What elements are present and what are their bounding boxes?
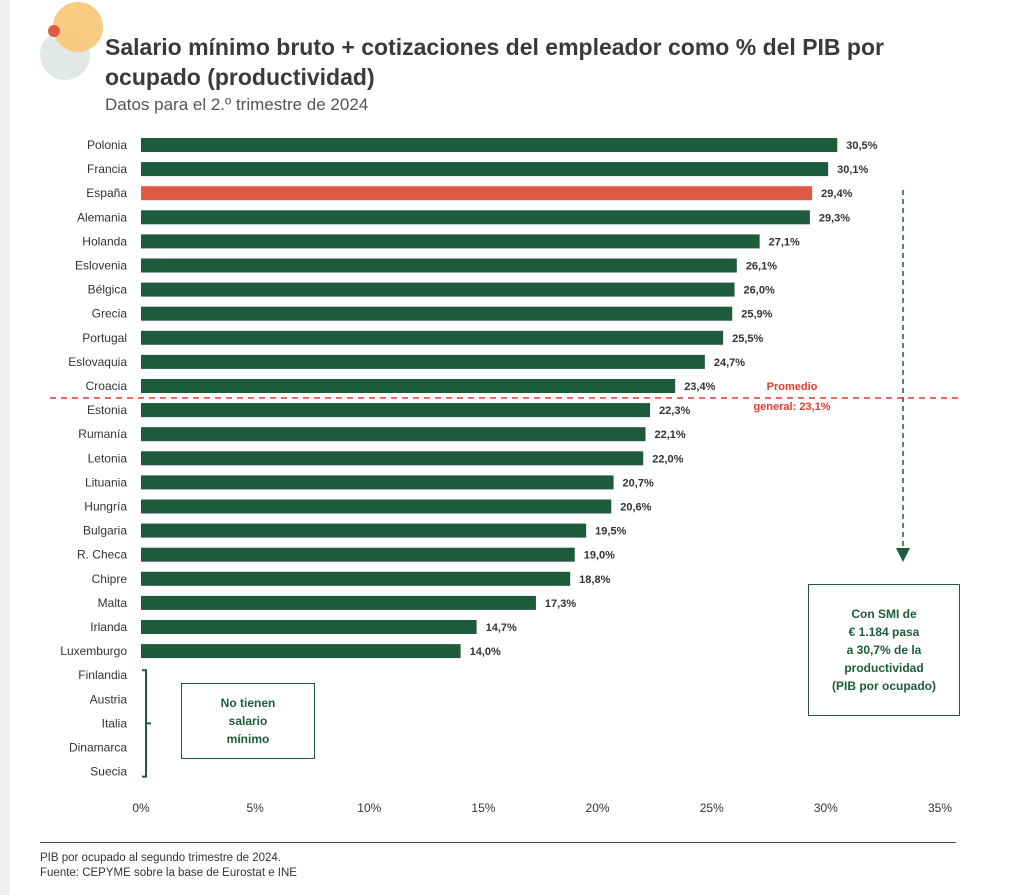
value-label-estonia: 22,3% (659, 405, 690, 417)
category-label-austria: Austria (90, 692, 128, 706)
category-label-letonia: Letonia (88, 451, 128, 465)
bar-francia (141, 162, 829, 177)
value-label-espana: 29,4% (821, 188, 852, 200)
value-label-grecia: 25,9% (741, 309, 772, 321)
bar-malta (141, 595, 536, 610)
bar-holanda (141, 234, 760, 249)
bar-croacia (141, 379, 676, 393)
value-label-lituania: 20,7% (623, 477, 654, 489)
bar-rumania (141, 427, 646, 442)
value-label-eslovaquia: 24,7% (714, 357, 745, 369)
value-label-chipre: 18,8% (579, 574, 610, 586)
category-label-grecia: Grecia (92, 307, 128, 321)
decorative-red-dot (48, 25, 60, 37)
bar-polonia (141, 138, 838, 152)
category-label-irlanda: Irlanda (90, 620, 127, 634)
value-label-croacia: 23,4% (684, 381, 715, 393)
x-tick-label-10: 10% (357, 801, 381, 815)
category-label-portugal: Portugal (82, 331, 127, 345)
value-label-portugal: 25,5% (732, 333, 763, 345)
no-minimum-wage-text: No tienen salario mínimo (220, 696, 276, 746)
bar-eslovaquia (141, 354, 705, 369)
footnote-gdp: PIB por ocupado al segundo trimestre de … (40, 852, 282, 864)
bar-chipre (141, 571, 571, 586)
x-tick-label-20: 20% (586, 801, 610, 815)
decorative-yellow-circle (53, 2, 103, 52)
bar-irlanda (141, 620, 477, 634)
category-label-espana: España (86, 186, 127, 200)
no-minimum-wage-bracket (142, 669, 151, 778)
category-label-rumania: Rumanía (78, 427, 127, 441)
x-tick-label-0: 0% (132, 801, 150, 815)
bar-espana (141, 186, 813, 201)
value-label-letonia: 22,0% (652, 453, 683, 465)
value-label-malta: 17,3% (545, 598, 576, 610)
value-label-holanda: 27,1% (769, 236, 800, 248)
average-label-line2: general: 23,1% (753, 401, 830, 413)
category-label-alemania: Alemania (77, 210, 127, 224)
value-label-rumania: 22,1% (655, 429, 686, 441)
category-label-finlandia: Finlandia (78, 668, 127, 682)
footnote-source: Fuente: CEPYME sobre la base de Eurostat… (40, 867, 297, 879)
category-label-italia: Italia (102, 716, 128, 730)
bar-hungria (141, 499, 612, 514)
value-label-bulgaria: 19,5% (595, 526, 626, 538)
category-label-lituania: Lituania (85, 475, 127, 489)
category-label-francia: Francia (87, 162, 127, 176)
category-label-chipre: Chipre (92, 572, 128, 586)
arrow-head (896, 548, 910, 562)
x-tick-label-5: 5% (246, 801, 264, 815)
bar-lituania (141, 475, 614, 490)
value-label-luxemburgo: 14,0% (470, 646, 501, 658)
value-label-irlanda: 14,7% (486, 622, 517, 634)
category-label-belgica: Bélgica (88, 283, 128, 297)
category-label-eslovaquia: Eslovaquia (68, 355, 127, 369)
x-tick-label-15: 15% (471, 801, 495, 815)
category-label-croacia: Croacia (86, 379, 128, 393)
bar-grecia (141, 306, 733, 321)
bar-portugal (141, 330, 724, 345)
left-border-strip (0, 0, 10, 895)
bar-r-checa (141, 547, 575, 562)
category-label-eslovenia: Eslovenia (75, 259, 127, 273)
chart-title: Salario mínimo bruto + cotizaciones del … (105, 34, 884, 90)
bar-alemania (141, 210, 810, 225)
bar-luxemburgo (141, 644, 461, 659)
category-label-estonia: Estonia (87, 403, 127, 417)
value-label-francia: 30,1% (837, 164, 868, 176)
value-label-hungria: 20,6% (620, 502, 651, 514)
smi-note-text: Con SMI de € 1.184 pasa a 30,7% de la pr… (832, 607, 936, 693)
smi-note-box: Con SMI de € 1.184 pasa a 30,7% de la pr… (808, 584, 960, 716)
category-label-dinamarca: Dinamarca (69, 741, 127, 755)
average-label-line1: Promedio (767, 381, 818, 393)
bar-eslovenia (141, 258, 737, 273)
category-label-malta: Malta (98, 596, 128, 610)
category-label-r-checa: R. Checa (77, 548, 127, 562)
x-tick-label-25: 25% (700, 801, 724, 815)
chart-subtitle: Datos para el 2.º trimestre de 2024 (105, 95, 369, 114)
no-minimum-wage-box: No tienen salario mínimo (181, 683, 315, 759)
category-label-polonia: Polonia (87, 138, 127, 152)
category-label-luxemburgo: Luxemburgo (60, 644, 127, 658)
x-tick-label-35: 35% (928, 801, 952, 815)
footer-divider (40, 842, 956, 843)
value-label-r-checa: 19,0% (584, 550, 615, 562)
value-label-polonia: 30,5% (846, 140, 877, 152)
bar-belgica (141, 282, 735, 297)
bar-letonia (141, 451, 644, 466)
value-label-belgica: 26,0% (744, 285, 775, 297)
category-label-hungria: Hungría (84, 500, 127, 514)
category-label-suecia: Suecia (90, 765, 127, 779)
bar-bulgaria (141, 523, 587, 538)
value-label-eslovenia: 26,1% (746, 261, 777, 273)
category-label-bulgaria: Bulgaria (83, 524, 127, 538)
value-label-alemania: 29,3% (819, 212, 850, 224)
category-label-holanda: Holanda (82, 234, 127, 248)
x-tick-label-30: 30% (814, 801, 838, 815)
bar-estonia (141, 403, 651, 418)
